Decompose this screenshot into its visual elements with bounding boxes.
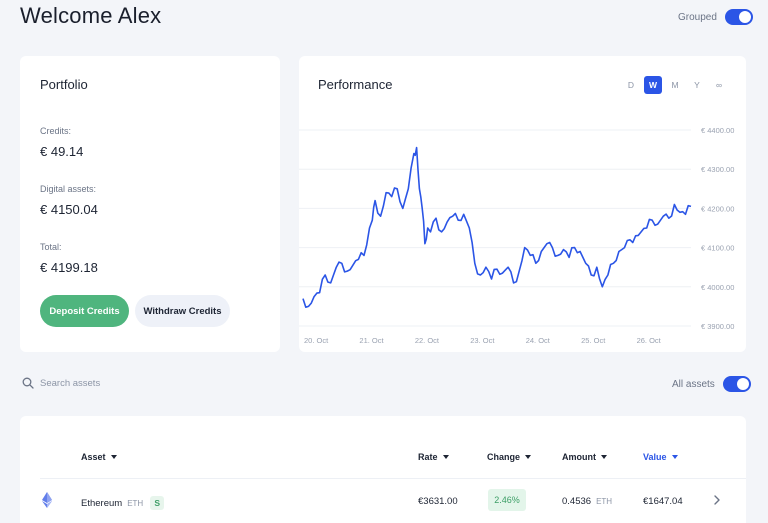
asset-symbol: ETH	[127, 498, 144, 508]
column-header-label: Rate	[418, 452, 438, 462]
y-tick-label: € 4000.00	[701, 283, 734, 292]
value-cell: €1647.04	[643, 496, 683, 507]
credits-value: € 49.14	[40, 144, 84, 159]
x-tick-label: 23. Oct	[470, 336, 495, 345]
all-assets-label: All assets	[672, 378, 715, 390]
y-tick-label: € 4400.00	[701, 126, 734, 135]
assets-table: Asset Rate Change Amount Value Ethereum …	[20, 416, 746, 523]
digital-assets-label: Digital assets:	[40, 184, 97, 194]
y-tick-label: € 4200.00	[701, 204, 734, 213]
search-input[interactable]	[40, 377, 240, 389]
column-header-asset[interactable]: Asset	[81, 452, 117, 462]
y-tick-label: € 4100.00	[701, 244, 734, 253]
search-bar	[22, 377, 240, 389]
toggle-knob	[738, 11, 751, 23]
column-header-value[interactable]: Value	[643, 452, 678, 462]
period-tab-year[interactable]: Y	[694, 80, 700, 90]
toggle-knob	[736, 378, 749, 390]
period-tabs: D W M Y ∞	[622, 76, 728, 94]
x-tick-label: 24. Oct	[526, 336, 551, 345]
asset-cell: Ethereum ETH S	[81, 496, 165, 510]
digital-assets-value: € 4150.04	[40, 202, 98, 217]
sort-caret-icon	[671, 455, 678, 459]
asset-name: Ethereum	[81, 497, 123, 509]
deposit-credits-button[interactable]: Deposit Credits	[40, 295, 129, 327]
all-assets-toggle[interactable]	[722, 376, 751, 392]
total-label: Total:	[40, 242, 62, 252]
withdraw-credits-button[interactable]: Withdraw Credits	[135, 295, 230, 327]
amount-unit: ETH	[596, 497, 613, 506]
sort-caret-icon	[525, 455, 532, 459]
change-badge: 2.46%	[488, 489, 526, 511]
column-header-label: Asset	[81, 452, 106, 462]
total-value: € 4199.18	[40, 260, 98, 275]
x-tick-label: 25. Oct	[581, 336, 606, 345]
column-header-label: Amount	[562, 452, 596, 462]
period-tab-month[interactable]: M	[671, 80, 679, 90]
performance-card: Performance D W M Y ∞ € 3900.00 € 4000.00…	[299, 56, 746, 352]
column-header-rate[interactable]: Rate	[418, 452, 449, 462]
column-header-amount[interactable]: Amount	[562, 452, 607, 462]
y-tick-label: € 3900.00	[701, 322, 734, 331]
grouped-label: Grouped	[678, 11, 717, 23]
ethereum-icon	[42, 492, 52, 508]
sort-caret-icon	[601, 455, 607, 459]
y-tick-label: € 4300.00	[701, 165, 734, 174]
grouped-toggle[interactable]	[724, 9, 753, 25]
column-header-change[interactable]: Change	[487, 452, 532, 462]
portfolio-card: Portfolio Credits: € 49.14 Digital asset…	[20, 56, 280, 352]
column-header-label: Change	[487, 452, 521, 462]
x-tick-label: 20. Oct	[304, 336, 329, 345]
sort-caret-icon	[442, 455, 449, 459]
page-title: Welcome Alex	[20, 3, 162, 28]
asset-badge: S	[150, 496, 165, 510]
sort-caret-icon	[110, 455, 117, 459]
all-assets-toggle-wrap: All assets	[672, 376, 751, 392]
chevron-right-icon[interactable]	[713, 495, 721, 505]
period-tab-day[interactable]: D	[627, 80, 635, 90]
grouped-toggle-wrap: Grouped	[678, 9, 753, 25]
portfolio-title: Portfolio	[40, 77, 88, 92]
rate-cell: €3631.00	[418, 496, 458, 507]
x-tick-label: 21. Oct	[359, 336, 384, 345]
credits-label: Credits:	[40, 126, 72, 136]
performance-title: Performance	[318, 77, 393, 92]
amount-value: 0.4536	[562, 496, 592, 507]
series-line	[302, 146, 692, 308]
search-icon	[22, 377, 34, 389]
period-tab-week[interactable]: W	[644, 76, 662, 94]
x-tick-label: 22. Oct	[415, 336, 440, 345]
row-divider	[40, 478, 746, 479]
column-header-label: Value	[643, 452, 667, 462]
amount-cell: 0.4536 ETH	[562, 496, 612, 507]
performance-chart: € 3900.00 € 4000.00 € 4100.00 € 4200.00 € 43…	[299, 126, 734, 345]
period-tab-all[interactable]: ∞	[715, 80, 723, 90]
x-tick-label: 26. Oct	[637, 336, 662, 345]
